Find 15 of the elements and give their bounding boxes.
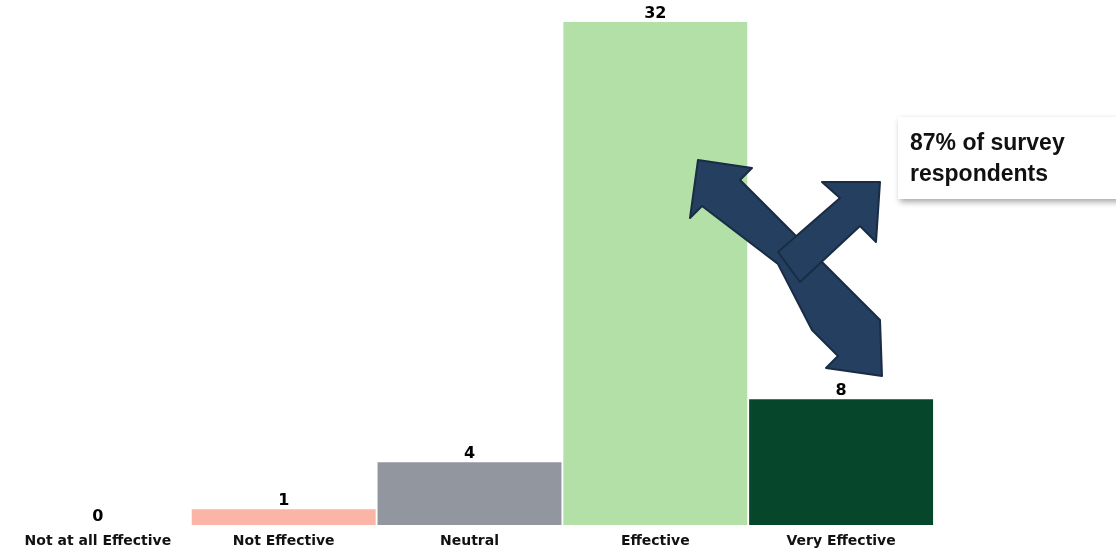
x-tick-label: Effective [620, 532, 690, 548]
bar [377, 462, 562, 525]
data-label: 1 [278, 489, 290, 509]
data-label: 0 [92, 505, 104, 525]
x-tick-label: Not Effective [232, 532, 335, 548]
x-tick-label: Neutral [439, 532, 500, 548]
bar [563, 22, 748, 525]
data-label: 32 [644, 2, 667, 22]
bar [191, 509, 376, 525]
data-label: 4 [463, 442, 476, 462]
bar [749, 399, 934, 525]
annotation: 87% of survey respondents [898, 117, 1116, 200]
x-tick-label: Not at all Effective [24, 532, 172, 548]
data-label: 8 [835, 379, 847, 399]
x-tick-label: Very Effective [786, 532, 896, 548]
